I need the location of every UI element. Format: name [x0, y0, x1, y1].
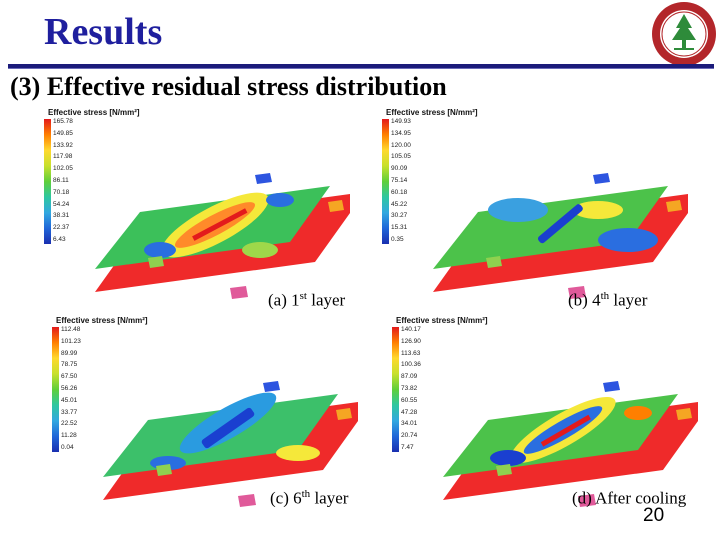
caption-a: (a) 1st layer — [268, 290, 345, 311]
stress-contour-plot — [103, 381, 358, 507]
colorbar-tick-label: 60.18 — [391, 188, 408, 196]
colorbar-tick-label: 117.98 — [53, 153, 73, 161]
colorbar-tick-label: 134.95 — [391, 129, 411, 137]
colorbar-tick-label: 149.85 — [53, 129, 73, 137]
colorbar-tick-label: 87.09 — [401, 373, 418, 381]
colorbar — [44, 119, 51, 244]
colorbar-tick-label: 75.14 — [391, 177, 408, 184]
colorbar-tick-label: 113.63 — [401, 349, 421, 357]
colorbar-ticks: 149.93 134.95 120.00 105.05 90.09 75.14 60.18 4… — [391, 118, 431, 244]
colorbar-tick-label: 133.92 — [53, 141, 73, 149]
colorbar-tick-label: 60.55 — [401, 396, 418, 404]
caption-c: (c) 6th layer — [270, 488, 348, 509]
caption-a-sup: st — [299, 290, 307, 302]
legend-title: Effective stress [N/mm²] — [386, 108, 478, 117]
colorbar-tick-label: 22.52 — [61, 420, 78, 428]
stress-contour-plot — [95, 173, 350, 299]
colorbar-tick-label: 15.31 — [391, 224, 408, 232]
colorbar-tick-label: 67.50 — [61, 373, 78, 381]
caption-b-prefix: (b) 4 — [568, 290, 601, 310]
colorbar-tick-label: 45.01 — [61, 396, 78, 404]
colorbar-tick-label: 78.75 — [61, 361, 78, 369]
colorbar-tick-label: 149.93 — [391, 118, 411, 125]
colorbar-ticks: 140.17 126.90 113.63 100.36 87.09 73.82 60.55 4… — [401, 326, 441, 452]
stress-panel-a: Effective stress [N/mm²] 165.78 149.85 133… — [40, 108, 350, 299]
colorbar-tick-label: 70.18 — [53, 188, 70, 196]
colorbar-tick-label: 22.37 — [53, 224, 70, 232]
caption-a-prefix: (a) 1 — [268, 290, 300, 310]
title-divider — [8, 64, 714, 69]
caption-c-sup: th — [301, 488, 311, 500]
legend-title: Effective stress [N/mm²] — [56, 316, 148, 325]
colorbar-tick-label: 7.47 — [401, 444, 414, 451]
caption-d-prefix: (d) After cooling — [572, 488, 687, 508]
caption-d: (d) After cooling — [572, 488, 686, 509]
legend-title: Effective stress [N/mm²] — [396, 316, 488, 325]
colorbar-tick-label: 101.23 — [61, 337, 81, 345]
colorbar — [382, 119, 389, 244]
caption-c-prefix: (c) 6 — [270, 488, 302, 508]
colorbar-ticks: 165.78 149.85 133.92 117.98 102.05 86.11 70.18… — [53, 118, 93, 244]
slide-subtitle: (3) Effective residual stress distributi… — [10, 72, 447, 101]
colorbar-tick-label: 112.48 — [61, 326, 81, 333]
stress-panel-b: Effective stress [N/mm²] 149.93 134.95 120… — [378, 108, 688, 299]
stress-contour-plot — [433, 173, 688, 299]
university-seal-logo — [652, 2, 716, 66]
colorbar-tick-label: 140.17 — [401, 326, 421, 333]
colorbar-tick-label: 0.04 — [61, 444, 74, 451]
colorbar-tick-label: 0.35 — [391, 236, 404, 243]
stress-contour-plot — [443, 381, 698, 507]
colorbar-tick-label: 100.36 — [401, 361, 421, 369]
colorbar-tick-label: 56.26 — [61, 385, 78, 392]
colorbar-tick-label: 47.28 — [401, 408, 418, 416]
colorbar-tick-label: 30.27 — [391, 212, 408, 220]
colorbar — [392, 327, 399, 452]
caption-b-sup: th — [600, 290, 610, 302]
colorbar-tick-label: 90.09 — [391, 165, 408, 173]
colorbar-ticks: 112.48 101.23 89.99 78.75 67.50 56.26 45.01 33.… — [61, 326, 101, 452]
colorbar-tick-label: 86.11 — [53, 177, 69, 184]
caption-b: (b) 4th layer — [568, 290, 647, 311]
slide-title: Results — [44, 11, 163, 53]
colorbar-tick-label: 20.74 — [401, 432, 418, 440]
colorbar-tick-label: 102.05 — [53, 165, 73, 173]
page-number: 20 — [643, 505, 665, 526]
colorbar-tick-label: 6.43 — [53, 236, 66, 243]
colorbar-tick-label: 120.00 — [391, 141, 411, 149]
colorbar-tick-label: 45.22 — [391, 200, 408, 208]
caption-b-suffix: layer — [609, 290, 648, 310]
colorbar-tick-label: 33.77 — [61, 408, 78, 416]
colorbar-tick-label: 126.90 — [401, 337, 421, 345]
colorbar-tick-label: 11.28 — [61, 432, 77, 440]
colorbar-tick-label: 73.82 — [401, 385, 418, 392]
colorbar-tick-label: 38.31 — [53, 212, 70, 220]
colorbar-tick-label: 165.78 — [53, 118, 73, 125]
colorbar-tick-label: 89.99 — [61, 349, 78, 357]
caption-a-suffix: layer — [306, 290, 346, 310]
colorbar-tick-label: 34.01 — [401, 420, 418, 428]
caption-c-suffix: layer — [310, 488, 349, 508]
legend-title: Effective stress [N/mm²] — [48, 108, 140, 117]
colorbar-tick-label: 54.24 — [53, 200, 70, 208]
stress-panel-d: Effective stress [N/mm²] 140.17 126.90 113… — [388, 316, 698, 507]
stress-panel-c: Effective stress [N/mm²] 112.48 101.23 89.… — [48, 316, 358, 507]
colorbar-tick-label: 105.05 — [391, 153, 411, 161]
colorbar — [52, 327, 59, 452]
